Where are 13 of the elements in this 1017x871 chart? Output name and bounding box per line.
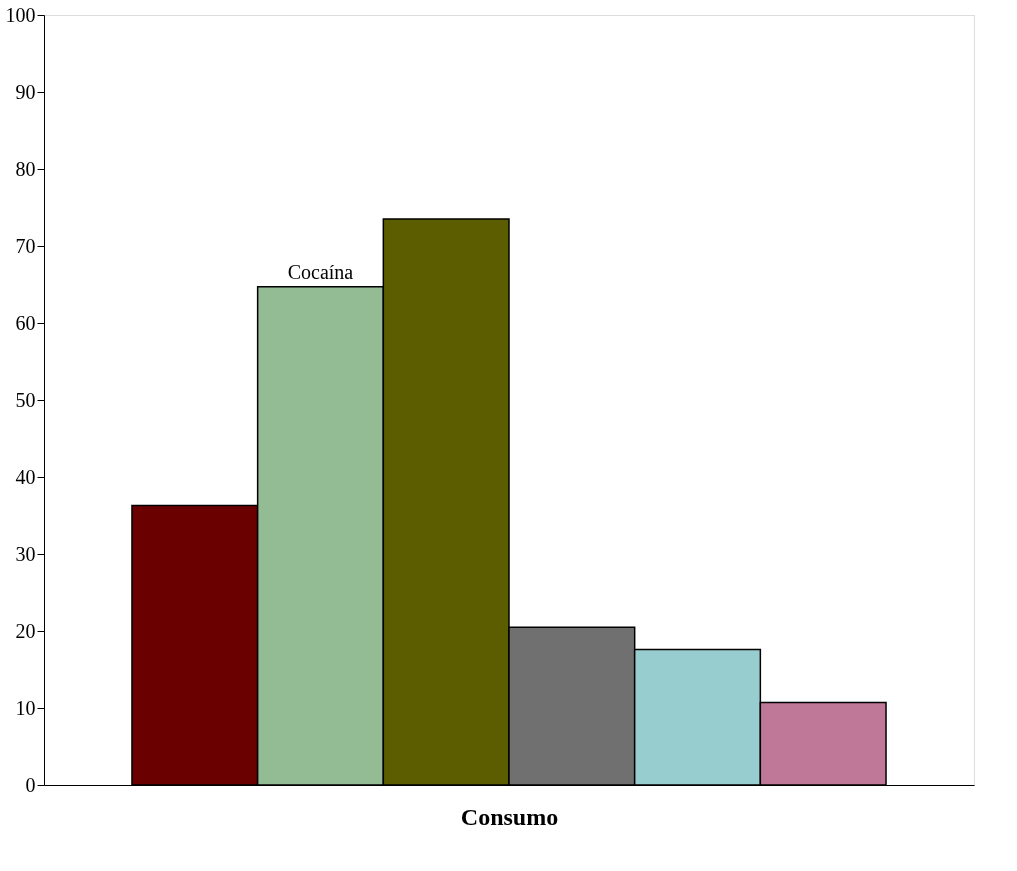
x-axis-title: Consumo	[460, 803, 559, 830]
y-tick-label: 10	[15, 696, 36, 719]
y-tick-label: 80	[15, 157, 36, 180]
y-tick-label: 0	[25, 773, 36, 796]
y-tick-label: 40	[15, 465, 36, 488]
y-tick-label: 30	[15, 542, 36, 565]
y-tick-label: 70	[15, 234, 36, 257]
series-label: Cocaína	[287, 260, 354, 283]
y-tick-label: 50	[15, 388, 36, 411]
y-tick-label: 20	[15, 619, 36, 642]
y-tick-label: 60	[15, 311, 36, 334]
y-tick-label: 100	[5, 3, 36, 26]
y-tick-label: 90	[15, 80, 36, 103]
